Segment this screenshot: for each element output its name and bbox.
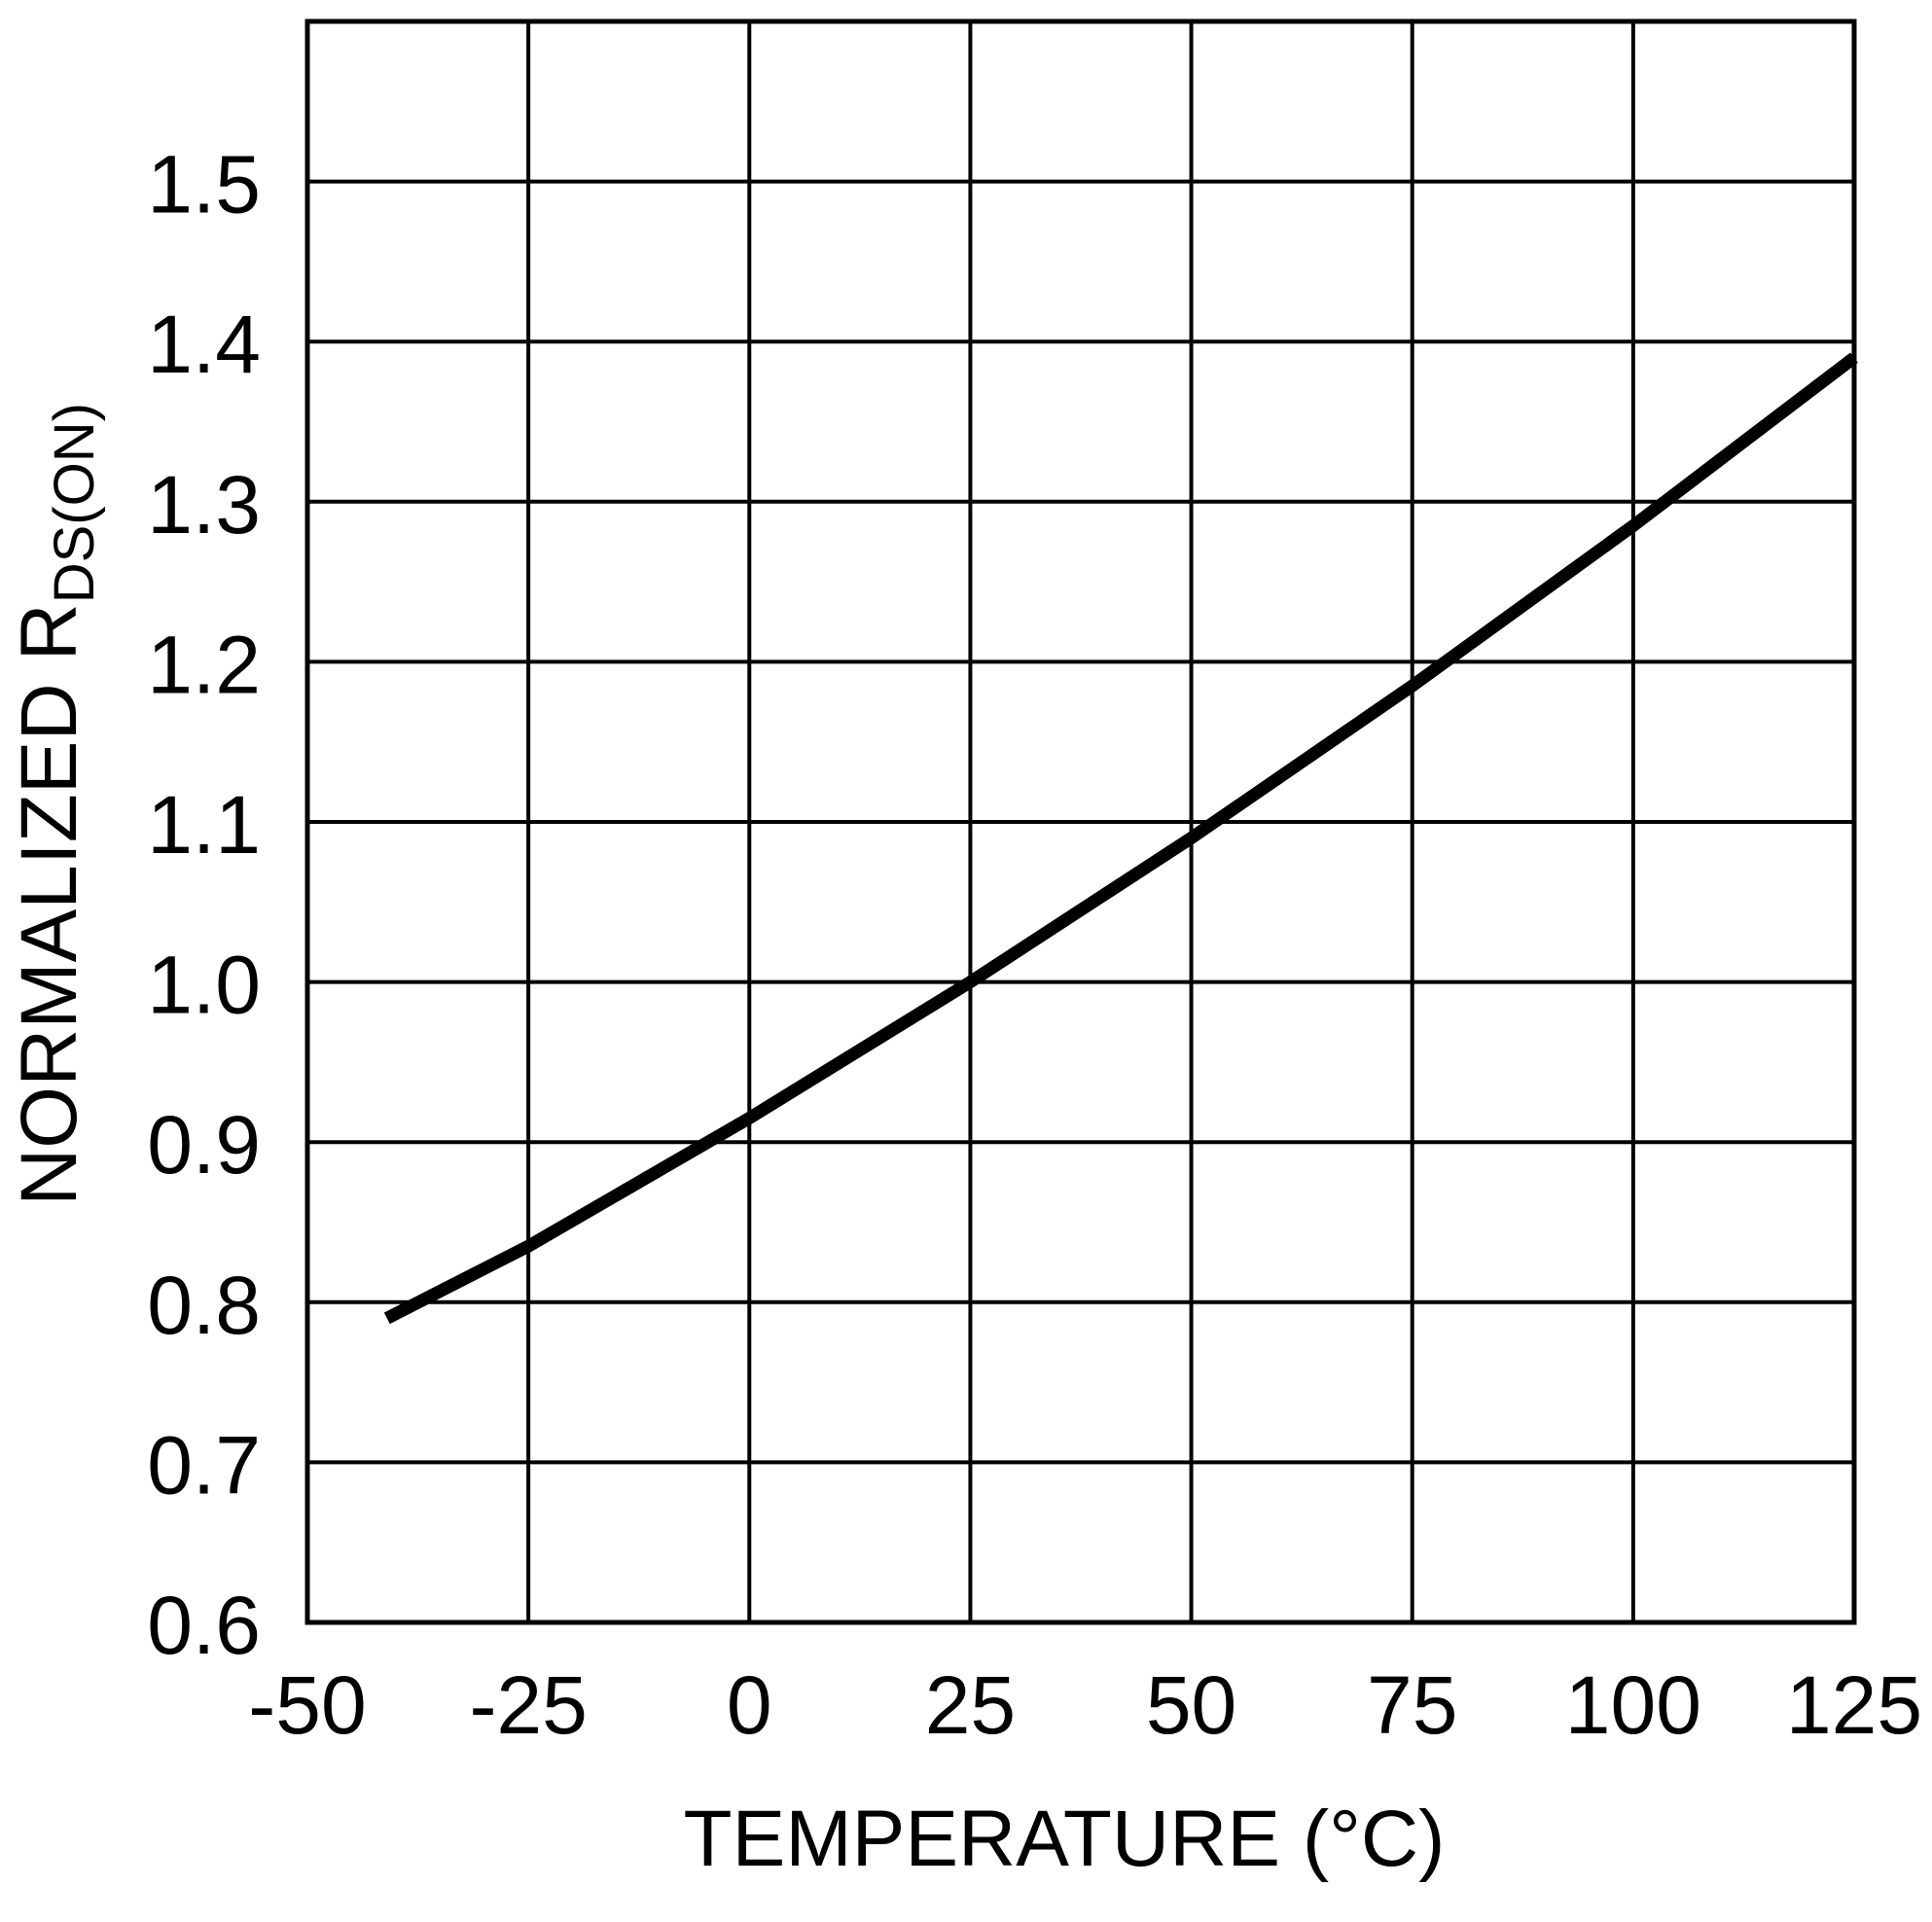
x-tick-label: 25 (925, 1659, 1016, 1751)
x-tick-label: 0 (727, 1659, 772, 1751)
grid-lines (305, 19, 1856, 1624)
y-tick-label: 1.4 (147, 299, 261, 390)
x-tick-label: -50 (248, 1659, 366, 1751)
y-tick-label: 0.9 (147, 1099, 261, 1191)
y-axis-title: NORMALIZED RDS(ON) (5, 403, 106, 1206)
y-tick-label: 1.3 (147, 459, 261, 551)
y-tick-label: 0.8 (147, 1260, 261, 1351)
y-tick-label: 1.2 (147, 619, 261, 710)
x-tick-label: -25 (469, 1659, 587, 1751)
series-layer (383, 352, 1858, 1325)
y-tick-label: 1.5 (147, 139, 261, 231)
y-tick-label: 1.0 (147, 940, 261, 1031)
plot-area-frame (304, 18, 1857, 1625)
x-tick-label: 75 (1367, 1659, 1457, 1751)
y-tick-label: 0.7 (147, 1419, 261, 1511)
x-axis-title: TEMPERATURE (°C) (684, 1795, 1446, 1883)
y-axis-title-subscript: DS(ON) (43, 403, 106, 603)
x-tick-label: 100 (1565, 1659, 1701, 1751)
x-axis-tick-labels: -50 -25 0 25 50 75 100 125 (248, 1659, 1922, 1751)
y-axis-title-main: NORMALIZED R (5, 603, 93, 1206)
x-tick-label: 125 (1786, 1659, 1922, 1751)
y-tick-label: 1.1 (147, 779, 261, 871)
series-line-0 (383, 352, 1858, 1325)
y-axis-tick-labels: 0.6 0.7 0.8 0.9 1.0 1.1 1.2 1.3 1.4 1.5 (147, 139, 261, 1671)
x-tick-label: 50 (1146, 1659, 1236, 1751)
y-tick-label: 0.6 (147, 1580, 261, 1671)
